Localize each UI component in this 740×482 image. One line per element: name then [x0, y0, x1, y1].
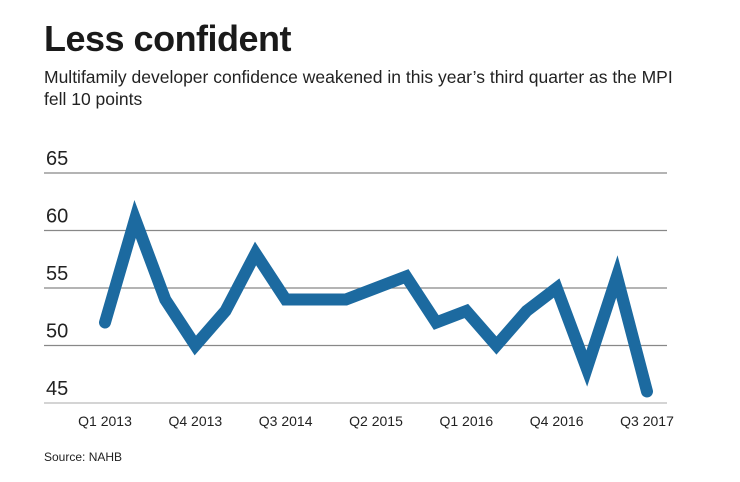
- x-tick-label: Q1 2013: [78, 413, 132, 429]
- source-note: Source: NAHB: [44, 450, 123, 464]
- y-tick-label: 50: [46, 321, 68, 343]
- y-tick-label: 65: [46, 148, 68, 170]
- x-tick-label: Q4 2016: [530, 413, 584, 429]
- y-tick-label: 60: [46, 206, 68, 228]
- x-tick-label: Q2 2015: [349, 413, 403, 429]
- x-tick-label: Q1 2016: [439, 413, 493, 429]
- x-tick-label: Q3 2017: [620, 413, 674, 429]
- series-line: [99, 199, 653, 398]
- x-tick-label: Q3 2014: [259, 413, 313, 429]
- y-tick-label: 45: [46, 378, 68, 400]
- chart-subtitle: Multifamily developer confidence weakene…: [44, 67, 673, 109]
- chart-title: Less confident: [44, 18, 292, 59]
- y-tick-label: 55: [46, 263, 68, 285]
- x-tick-label: Q4 2013: [168, 413, 222, 429]
